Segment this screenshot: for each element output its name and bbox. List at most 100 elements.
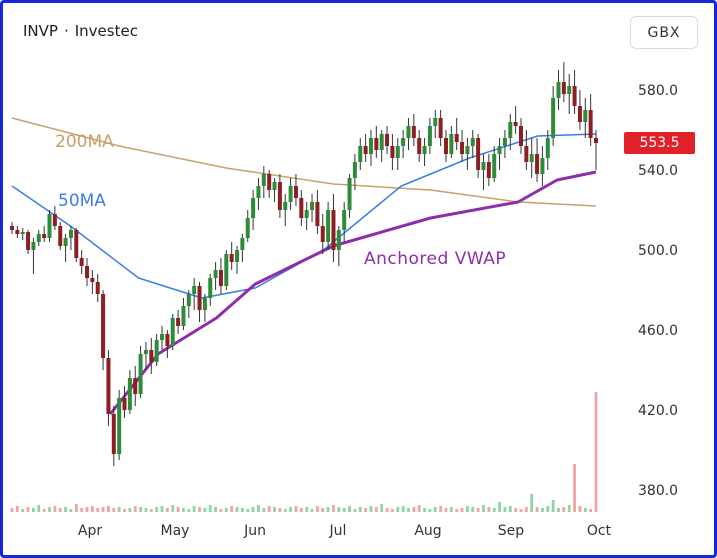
candle xyxy=(320,214,325,254)
candle xyxy=(481,154,486,190)
candle-body xyxy=(299,198,304,218)
volume-bar xyxy=(305,507,309,512)
volume-bar xyxy=(85,507,89,512)
volume-bar xyxy=(273,507,276,512)
volume-bar xyxy=(342,508,346,512)
candle-body xyxy=(58,226,63,246)
candle xyxy=(20,228,25,240)
candle xyxy=(336,226,341,266)
candle xyxy=(36,230,41,246)
x-tick-label: Aug xyxy=(414,523,441,539)
volume-bar xyxy=(455,509,459,512)
ticker-label: INVP xyxy=(23,22,58,40)
candle xyxy=(117,390,122,460)
candle xyxy=(379,130,384,162)
candle xyxy=(261,166,266,198)
y-tick-label: 380.0 xyxy=(638,483,678,499)
candle xyxy=(192,278,197,310)
x-tick-label: Jul xyxy=(329,523,347,539)
x-axis: Apr May Jun Jul Aug Sep Oct xyxy=(78,523,612,539)
candle-body xyxy=(304,210,309,218)
candle xyxy=(47,210,52,242)
candle-body xyxy=(63,238,68,246)
candle xyxy=(358,138,363,170)
candle xyxy=(127,370,132,414)
volume-bar xyxy=(294,506,298,512)
volume-bar xyxy=(573,464,576,512)
volume-bar xyxy=(278,508,282,512)
candle xyxy=(213,262,218,290)
candle xyxy=(315,190,320,234)
candle-body xyxy=(111,414,116,454)
candle xyxy=(208,274,213,306)
candle-body xyxy=(508,122,513,138)
volume-bar xyxy=(160,506,164,512)
candle-body xyxy=(256,186,261,198)
candle-body xyxy=(186,294,191,306)
volume-bar xyxy=(546,506,550,512)
candle xyxy=(74,228,79,262)
candle-body xyxy=(208,278,213,298)
volume-bar xyxy=(262,508,266,512)
candle-body xyxy=(486,162,491,178)
candle xyxy=(42,226,47,242)
candle xyxy=(508,114,513,150)
y-axis: 380.0 420.0 460.0 500.0 540.0 580.0 xyxy=(638,83,678,499)
volume-bar xyxy=(123,509,126,512)
volume-bar xyxy=(487,507,491,512)
volume-bar xyxy=(583,508,587,512)
candle xyxy=(186,290,191,318)
candle-body xyxy=(149,350,154,362)
chart-title: INVP · Investec xyxy=(23,22,138,40)
volume-bar xyxy=(21,509,25,512)
candle-body xyxy=(443,138,448,154)
candle xyxy=(63,234,68,262)
candle-body xyxy=(315,202,320,226)
candle xyxy=(143,342,148,370)
candle-body xyxy=(561,82,566,94)
candle-body xyxy=(26,232,31,250)
candle-body xyxy=(197,286,202,310)
candle-body xyxy=(449,134,454,154)
candle-body xyxy=(390,146,395,158)
candle-body xyxy=(117,398,122,454)
candle-body xyxy=(331,210,336,250)
candle-body xyxy=(133,378,138,394)
candle xyxy=(411,114,416,146)
volume-bar xyxy=(428,509,432,512)
candle xyxy=(368,130,373,166)
candle xyxy=(577,90,582,130)
candle xyxy=(352,154,357,190)
volume-bar xyxy=(187,509,191,512)
candle xyxy=(347,174,352,218)
candle xyxy=(342,202,347,242)
volume-bar xyxy=(37,505,41,512)
candle xyxy=(465,138,470,170)
y-tick-label: 500.0 xyxy=(638,243,678,259)
volume-bar xyxy=(144,508,148,512)
candle-body xyxy=(122,398,127,410)
candle-body xyxy=(10,226,14,230)
x-tick-label: Oct xyxy=(587,523,612,539)
volume-bar xyxy=(10,508,14,512)
volume-bar xyxy=(369,506,373,512)
candle xyxy=(154,334,159,366)
candle-body xyxy=(417,138,422,154)
candle xyxy=(497,138,502,170)
candle-body xyxy=(594,138,598,143)
candle xyxy=(524,130,529,170)
volume-bar xyxy=(224,508,228,512)
candle xyxy=(310,194,315,222)
currency-button[interactable]: GBX xyxy=(630,16,698,49)
volume-bar xyxy=(551,500,555,512)
volume-bar xyxy=(439,506,443,512)
y-tick-label: 420.0 xyxy=(638,403,678,419)
volume-bar xyxy=(235,507,239,512)
volume-bar xyxy=(353,509,357,512)
candle xyxy=(170,314,175,350)
candle xyxy=(572,70,577,114)
candle xyxy=(518,118,523,154)
volume-bar xyxy=(182,508,185,512)
